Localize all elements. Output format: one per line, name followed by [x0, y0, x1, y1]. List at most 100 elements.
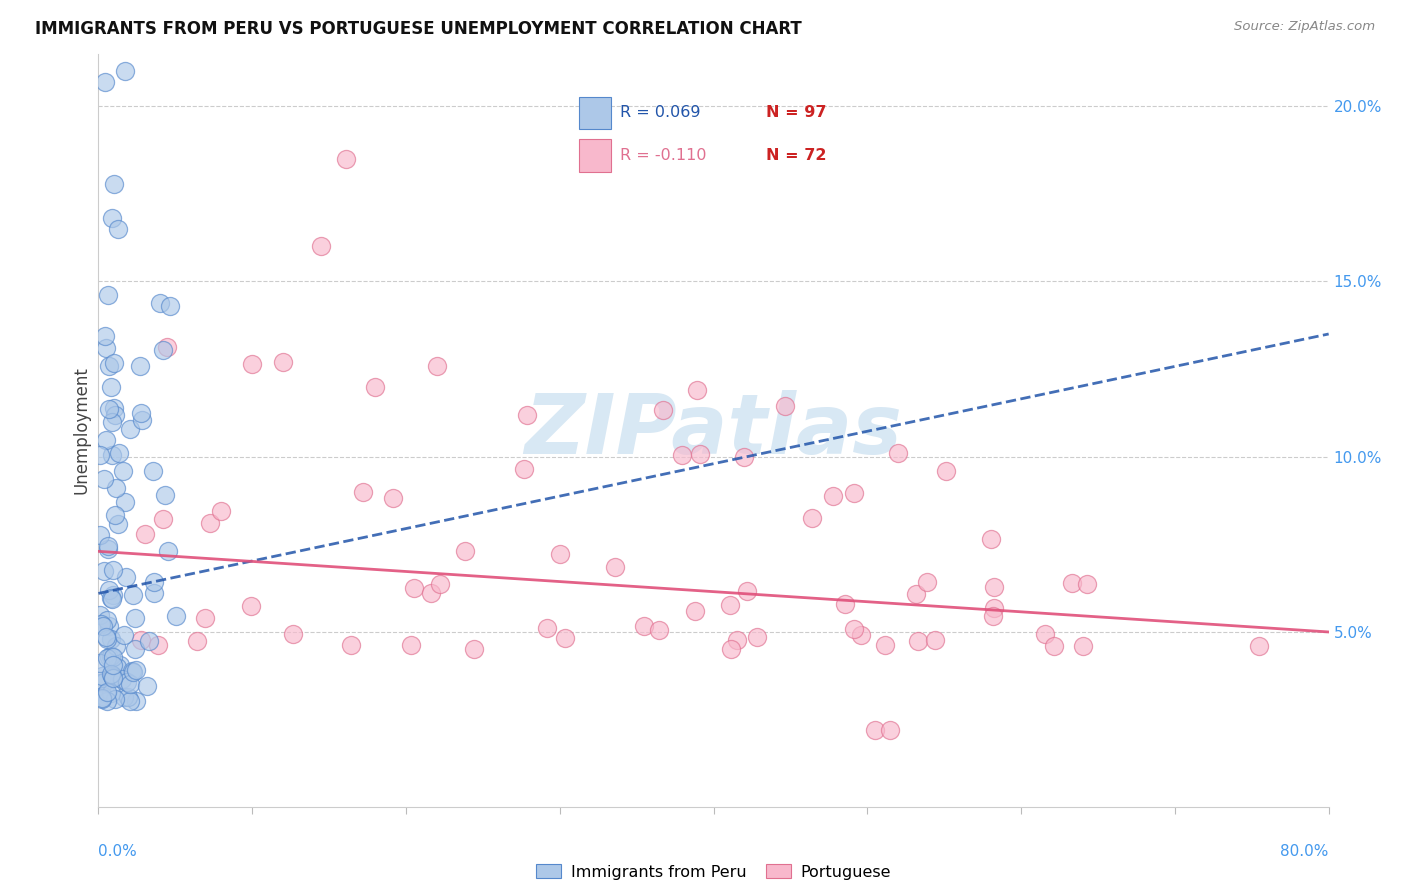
Point [112, 464, 135, 478]
Point [98, 650, 121, 665]
Point [554, 632, 576, 646]
Text: Source: ZipAtlas.com: Source: ZipAtlas.com [1234, 20, 1375, 33]
Point [101, 415, 124, 429]
Point [281, 627, 304, 641]
Point [165, 609, 187, 624]
Point [90, 669, 112, 683]
Point [97, 539, 120, 553]
Point [124, 611, 146, 625]
Point [352, 484, 374, 499]
Point [516, 409, 538, 423]
Point [1073, 639, 1095, 653]
Point [101, 649, 124, 664]
Point [93, 564, 115, 578]
Point [90, 617, 112, 632]
Point [101, 563, 124, 577]
Point [152, 343, 174, 358]
Point [720, 642, 742, 657]
Point [683, 604, 706, 618]
Point [98, 583, 121, 598]
Point [89, 448, 111, 462]
Point [1076, 577, 1098, 591]
Point [104, 408, 127, 422]
Point [983, 601, 1005, 615]
Point [149, 296, 172, 310]
Point [114, 494, 136, 508]
Point [104, 481, 127, 495]
Point [194, 611, 217, 625]
Point [115, 674, 138, 689]
Point [93, 675, 115, 690]
Point [94, 434, 117, 448]
Point [118, 677, 141, 691]
Point [311, 239, 333, 253]
Point [96, 632, 118, 647]
Point [101, 448, 124, 462]
Text: N = 97: N = 97 [765, 105, 827, 120]
Point [849, 628, 872, 642]
Point [689, 447, 711, 461]
Point [105, 659, 128, 673]
Point [142, 464, 165, 478]
Point [96, 650, 118, 665]
Point [97, 541, 120, 556]
Point [104, 508, 127, 522]
Point [100, 379, 122, 393]
Point [101, 591, 124, 606]
Point [148, 638, 170, 652]
Point [129, 359, 152, 373]
Point [401, 638, 423, 652]
Point [93, 328, 115, 343]
Point [115, 570, 138, 584]
Point [103, 401, 125, 415]
Point [135, 679, 157, 693]
Point [91, 689, 114, 703]
Point [107, 222, 129, 236]
Point [94, 341, 117, 355]
Point [513, 462, 536, 476]
Text: 80.0%: 80.0% [1281, 845, 1329, 859]
Point [101, 671, 124, 685]
Point [142, 575, 165, 590]
Point [104, 639, 127, 653]
Point [142, 586, 165, 600]
Legend: Immigrants from Peru, Portuguese: Immigrants from Peru, Portuguese [530, 857, 897, 886]
Point [879, 723, 901, 738]
Point [842, 485, 865, 500]
Point [124, 641, 146, 656]
Point [364, 379, 387, 393]
Point [101, 589, 124, 603]
Point [114, 64, 136, 78]
Point [125, 694, 148, 708]
Point [104, 691, 127, 706]
Point [1033, 627, 1056, 641]
Point [536, 621, 558, 635]
Point [686, 383, 709, 397]
Point [579, 152, 602, 166]
Point [100, 648, 122, 663]
Point [915, 574, 938, 589]
Point [120, 422, 142, 436]
Point [131, 413, 153, 427]
Point [89, 528, 111, 542]
Point [129, 632, 152, 647]
Point [90, 690, 112, 705]
Point [96, 614, 118, 628]
Point [103, 356, 125, 370]
Point [103, 669, 125, 683]
Point [101, 670, 124, 684]
Text: IMMIGRANTS FROM PERU VS PORTUGUESE UNEMPLOYMENT CORRELATION CHART: IMMIGRANTS FROM PERU VS PORTUGUESE UNEMP… [35, 20, 801, 37]
Point [101, 211, 124, 226]
Point [1060, 576, 1083, 591]
Point [735, 584, 758, 599]
Point [875, 638, 897, 652]
Text: R = -0.110: R = -0.110 [620, 148, 707, 162]
Point [924, 633, 946, 648]
Point [91, 619, 114, 633]
Point [842, 622, 865, 636]
Point [121, 664, 143, 678]
Point [96, 693, 118, 707]
Text: N = 72: N = 72 [765, 148, 827, 162]
Point [1249, 639, 1271, 653]
Point [97, 401, 120, 416]
